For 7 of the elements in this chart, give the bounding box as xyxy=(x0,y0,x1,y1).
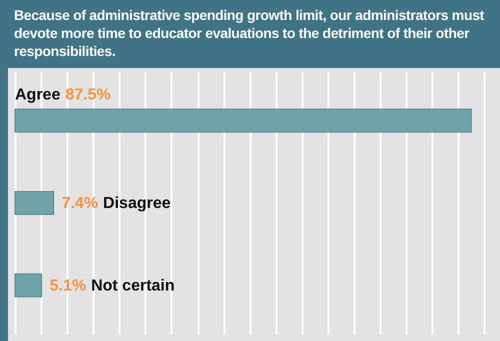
data-label: 5.1% xyxy=(50,277,86,294)
y-tick-label: Agree xyxy=(15,86,60,104)
chart-title: Because of administrative spending growth limit, our administrators must devote more time to educator evaluations to the detriment of their other responsibilities. xyxy=(8,0,500,68)
y-tick-label: Not certain xyxy=(91,277,175,294)
data-label: 87.5% xyxy=(65,86,111,104)
y-tick-label: Disagree xyxy=(103,195,171,212)
data-label: 7.4% xyxy=(62,195,98,212)
